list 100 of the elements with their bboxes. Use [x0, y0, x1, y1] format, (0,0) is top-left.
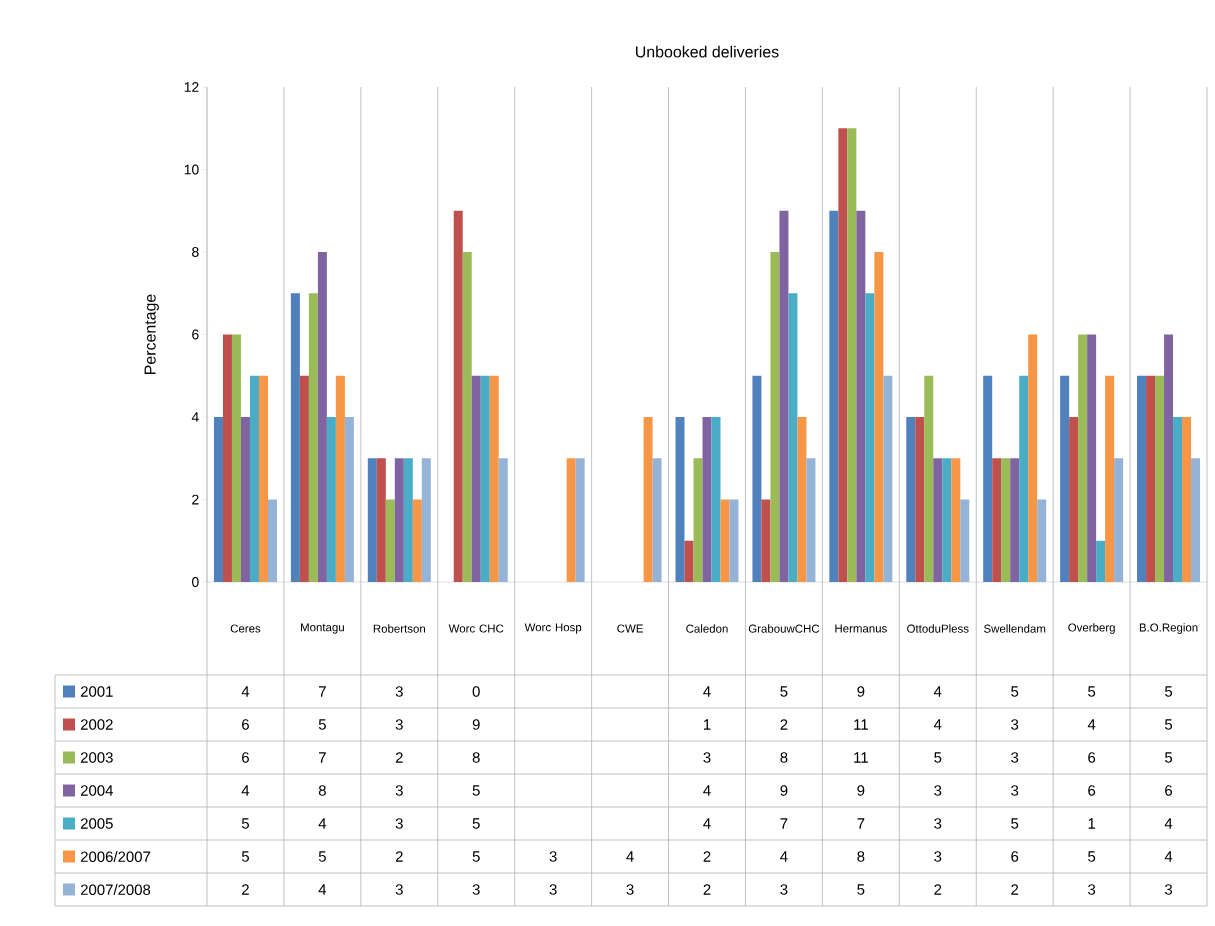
x-tick-label: Robertson [373, 624, 425, 633]
bar [924, 375, 934, 583]
data-label: 3 [1011, 785, 1019, 796]
data-label: 2 [242, 884, 249, 895]
bar [1060, 375, 1070, 583]
bar [231, 334, 241, 583]
data-label: 1 [1088, 818, 1096, 829]
data-label: 9 [857, 785, 865, 796]
bar [1164, 334, 1174, 583]
data-label: 7 [857, 818, 865, 829]
data-label: 3 [395, 719, 403, 730]
data-label: 5 [1011, 686, 1019, 697]
bar [752, 375, 762, 583]
data-label: 5 [241, 818, 249, 829]
data-label: 3 [780, 884, 788, 895]
x-tick-label: B.O.Region [1139, 623, 1198, 634]
bar [865, 293, 875, 583]
data-label: 4 [703, 785, 711, 796]
bar [376, 458, 386, 583]
data-label: 4 [703, 818, 711, 829]
data-label: 5 [318, 851, 326, 862]
bar [1137, 375, 1147, 583]
bar [797, 417, 807, 583]
legend-label: 2005 [80, 818, 113, 829]
x-tick-label: Overberg [1068, 623, 1115, 634]
bar [720, 499, 730, 583]
data-label: 2 [395, 752, 403, 763]
x-tick-label: CWE [617, 624, 643, 633]
data-label: 11 [854, 719, 868, 730]
data-label: 4 [318, 884, 327, 895]
legend-label: 2007/2008 [80, 884, 151, 895]
bar [299, 375, 309, 583]
data-label: 4 [1087, 719, 1096, 730]
data-label: 3 [395, 884, 403, 895]
bar [471, 375, 481, 583]
bar [906, 417, 916, 583]
bar [643, 417, 653, 583]
bar [933, 458, 943, 583]
data-label: 3 [703, 752, 711, 763]
y-tick-label: 10 [184, 164, 199, 175]
bar [1010, 458, 1020, 583]
bar [779, 210, 789, 583]
x-tick-label: GrabouwCHC [748, 624, 820, 633]
bar [1191, 458, 1201, 583]
data-label: 9 [472, 719, 480, 730]
data-label: 4 [626, 851, 634, 862]
data-label: 4 [703, 686, 711, 697]
x-tick-label: Worc Hosp [524, 623, 582, 634]
data-label: 6 [1011, 851, 1019, 862]
bar [983, 375, 993, 583]
data-label: 5 [241, 851, 249, 862]
data-label: 3 [626, 884, 634, 895]
data-label: 3 [1088, 884, 1096, 895]
bar [1037, 499, 1047, 583]
bar [1078, 334, 1088, 583]
data-label: 5 [472, 851, 480, 862]
y-tick-label: 6 [192, 329, 199, 340]
bar [1146, 375, 1156, 583]
data-label: 2 [1011, 884, 1019, 895]
data-label: 3 [549, 884, 557, 895]
bar [317, 252, 327, 583]
bar [829, 210, 839, 583]
x-tick-label: Montagu [301, 623, 344, 634]
data-label: 6 [242, 752, 249, 763]
bar [566, 458, 576, 583]
bar [806, 458, 816, 583]
data-label: 5 [934, 752, 942, 763]
bar [462, 252, 472, 583]
bar [213, 417, 223, 583]
chart-title: Unbooked deliveries [636, 45, 779, 58]
bar [729, 499, 739, 583]
y-tick-label: 2 [192, 494, 199, 505]
bar [684, 540, 694, 583]
legend-label: 2006/2007 [80, 851, 151, 862]
bar [480, 375, 490, 583]
bar [1114, 458, 1124, 583]
bar [453, 210, 463, 583]
bar [489, 375, 499, 583]
data-label: 4 [933, 719, 942, 730]
data-label: 1 [703, 719, 711, 730]
bar [1028, 334, 1038, 583]
bar [693, 458, 703, 583]
data-label: 5 [857, 884, 865, 895]
data-label: 2 [780, 719, 788, 730]
data-label: 5 [1011, 818, 1019, 829]
data-label: 8 [472, 752, 480, 763]
x-tick-label: Swellendam [984, 624, 1046, 633]
bar [326, 417, 336, 583]
data-label: 9 [857, 686, 865, 697]
data-label: 2 [703, 851, 711, 862]
data-label: 6 [1165, 785, 1173, 796]
bar [1173, 417, 1183, 583]
bar [1182, 417, 1192, 583]
data-label: 8 [857, 851, 865, 862]
data-label: 2 [934, 884, 942, 895]
x-tick-label: Caledon [686, 624, 728, 633]
data-label: 3 [934, 818, 942, 829]
bar [290, 293, 300, 583]
data-label: 7 [780, 818, 788, 829]
bar [335, 375, 345, 583]
